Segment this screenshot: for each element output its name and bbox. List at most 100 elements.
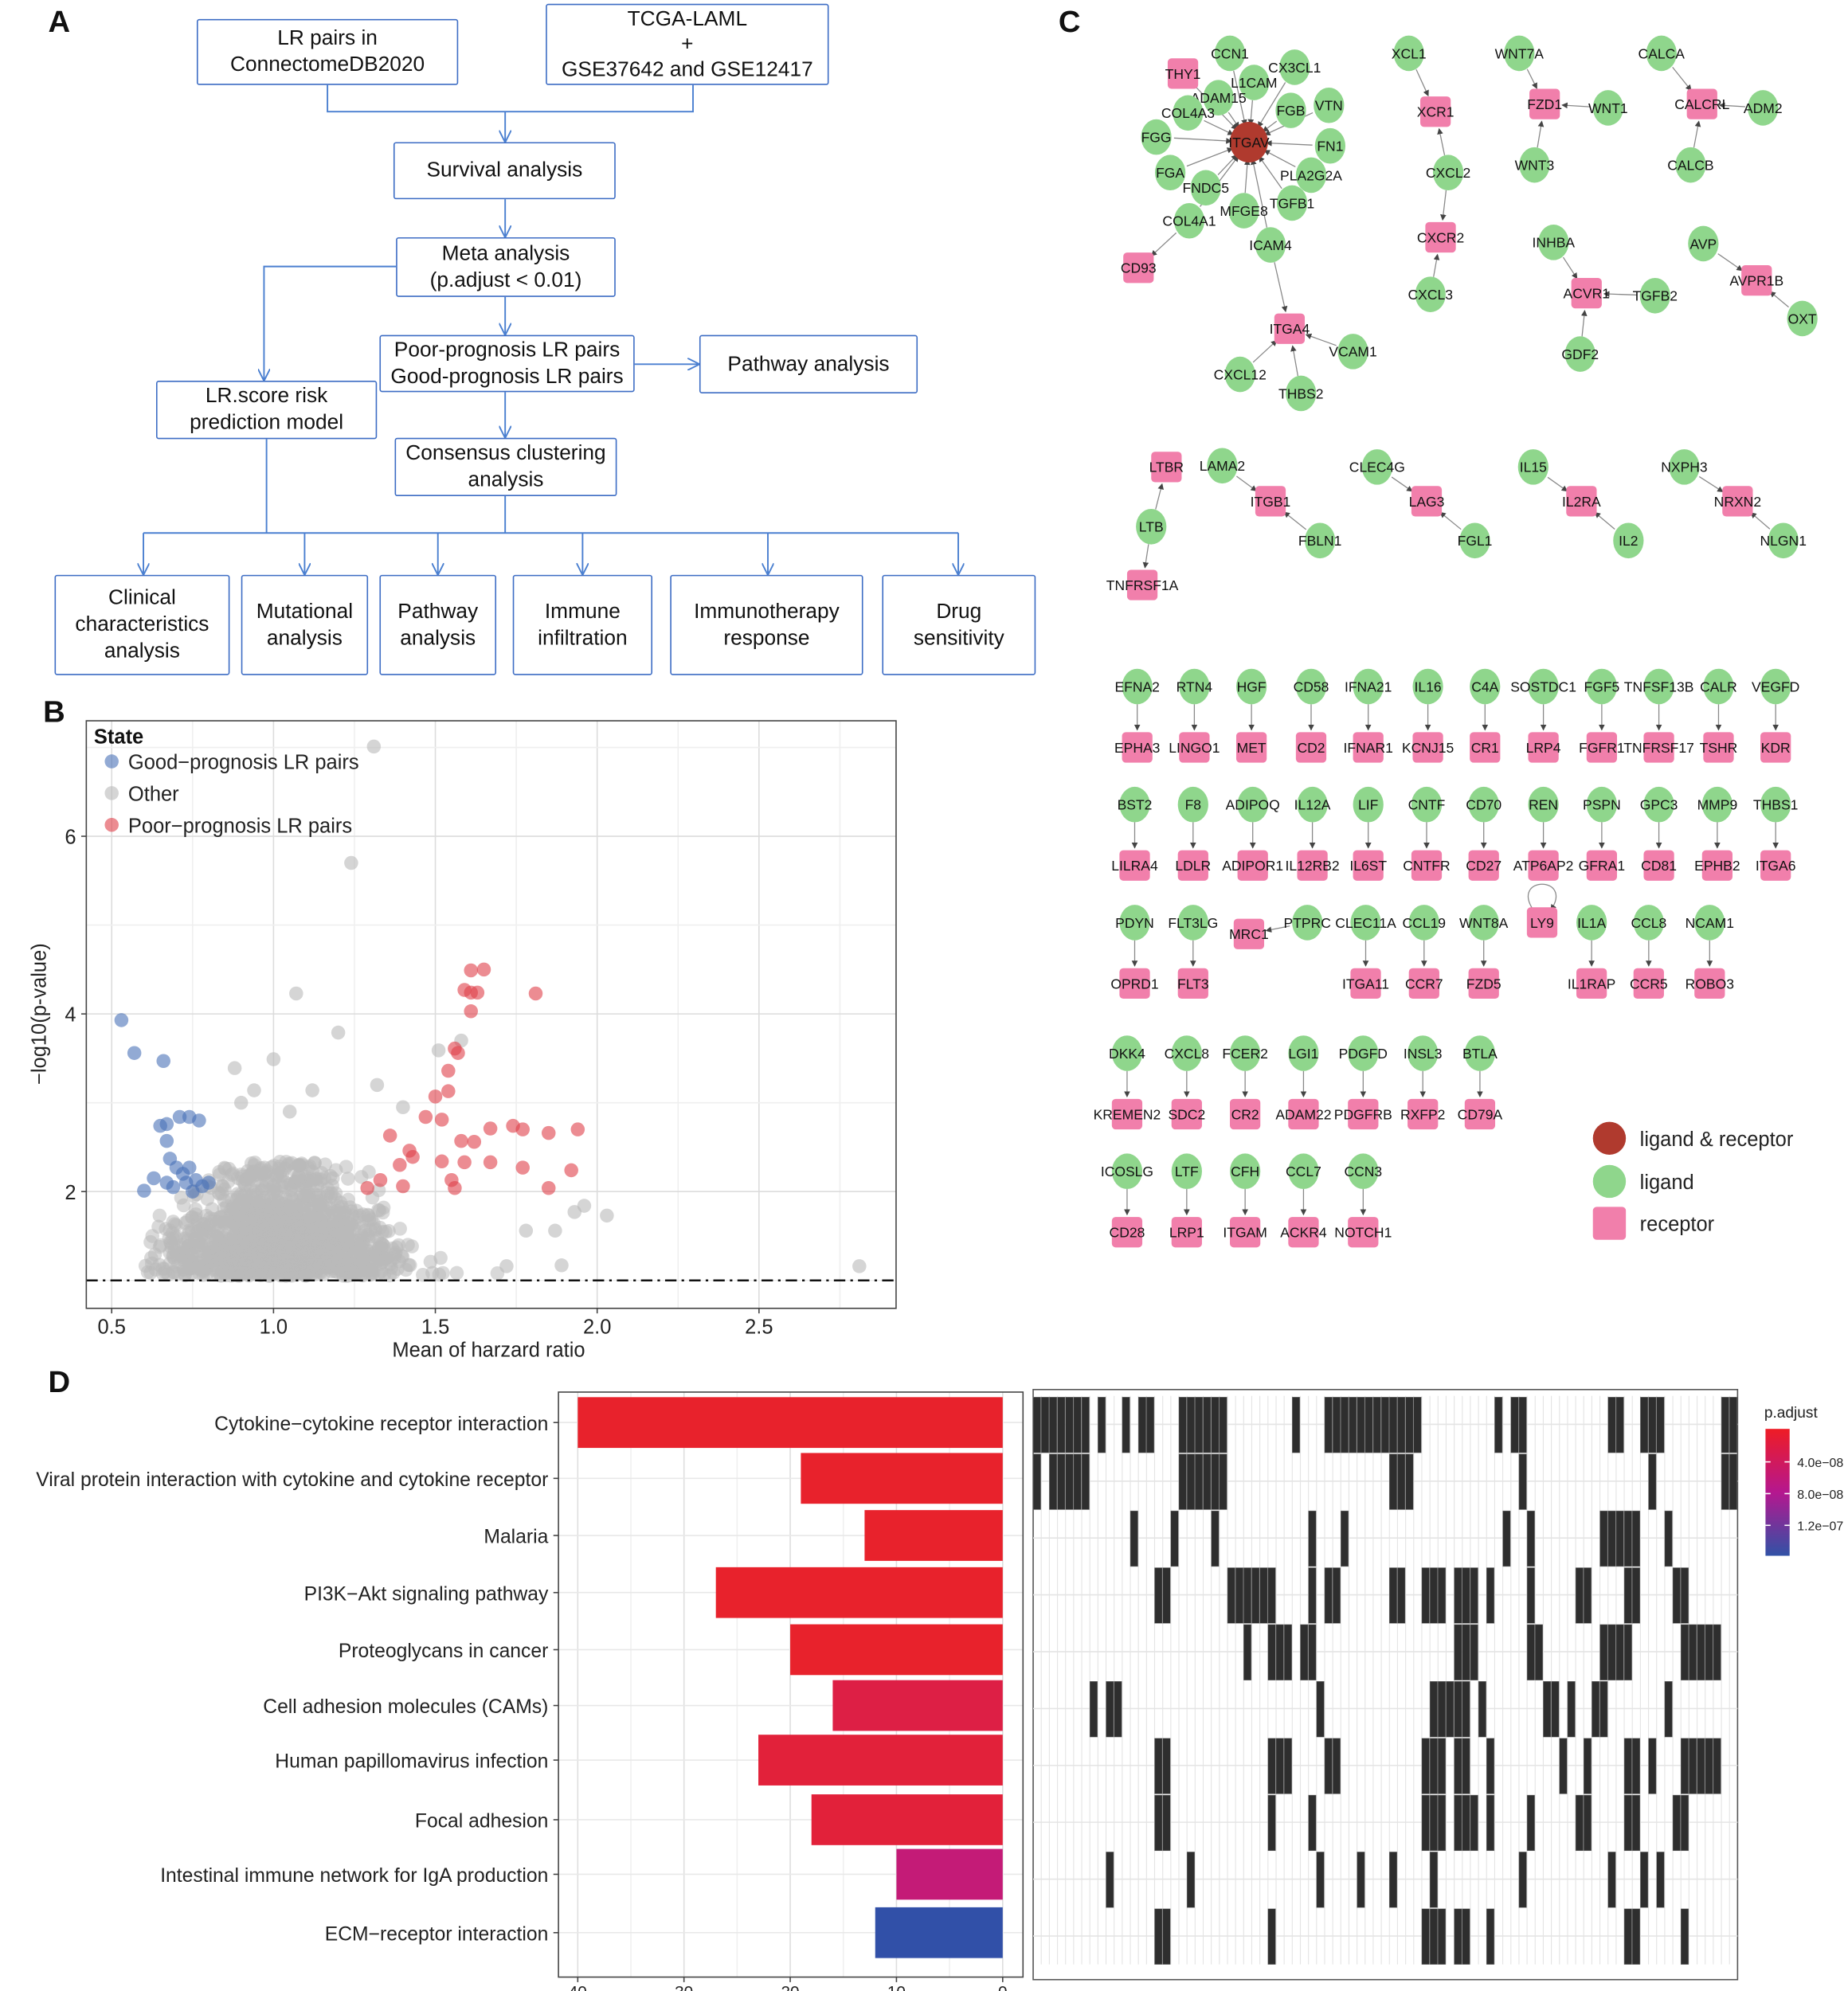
- point-other: [209, 1229, 224, 1244]
- node-label: MMP9: [1697, 797, 1738, 813]
- node-label: FGG: [1141, 129, 1172, 145]
- matrix-cell: [1243, 1624, 1252, 1680]
- matrix-cell: [1713, 1738, 1721, 1794]
- matrix-cell: [1623, 1567, 1632, 1624]
- matrix-cell: [1729, 1453, 1737, 1510]
- matrix-cell: [1656, 1397, 1665, 1453]
- matrix-cell: [1623, 1738, 1632, 1794]
- node-label: ITGA6: [1756, 858, 1796, 874]
- ligand-node: [1119, 786, 1150, 823]
- matrix-cell: [1462, 1908, 1470, 1965]
- matrix-cell: [1462, 1738, 1470, 1794]
- point-good: [159, 1133, 174, 1148]
- matrix-cell: [1267, 1908, 1276, 1965]
- node-label: CXCL2: [1426, 165, 1470, 181]
- matrix-cell: [1454, 1794, 1462, 1852]
- matrix-cell: [1389, 1567, 1398, 1624]
- node-label: THY1: [1165, 66, 1201, 82]
- point-other: [337, 1216, 352, 1231]
- node-label: EPHB2: [1694, 858, 1740, 874]
- ligand-node: [1203, 80, 1234, 116]
- point-other: [360, 1255, 374, 1269]
- matrix-cell: [1438, 1681, 1447, 1738]
- matrix-cell: [1251, 1567, 1260, 1624]
- matrix-cell: [1623, 1908, 1632, 1965]
- matrix-cell: [1429, 1852, 1438, 1908]
- matrix-cell: [1089, 1681, 1098, 1738]
- box-immunotherapy: Immunotherapy response: [670, 574, 863, 675]
- matrix-cell: [1705, 1624, 1713, 1680]
- node-label: WNT3: [1515, 158, 1555, 174]
- receptor-node: [1576, 968, 1607, 999]
- point-other: [339, 1269, 354, 1283]
- colorbar-label: 8.0e−08: [1797, 1488, 1843, 1502]
- gene-matrix-frame: [1032, 1388, 1739, 1981]
- matrix-cell: [1607, 1852, 1616, 1908]
- matrix-cell: [1324, 1397, 1333, 1453]
- node-label: CD27: [1466, 858, 1502, 874]
- ligand-node: [1564, 336, 1595, 372]
- point-other: [244, 1156, 259, 1171]
- ligand-node: [1230, 1035, 1261, 1071]
- point-good: [182, 1160, 197, 1175]
- edge: [1547, 476, 1568, 492]
- point-poor: [448, 1041, 462, 1056]
- point-other: [152, 1208, 167, 1223]
- node-label: IL1A: [1577, 915, 1606, 931]
- matrix-cell: [1389, 1852, 1398, 1908]
- ligand-node: [1748, 90, 1779, 126]
- node-label: TGFB2: [1633, 288, 1678, 304]
- colorbar-label: 1.2e−07: [1797, 1520, 1843, 1534]
- edge: [1437, 127, 1446, 155]
- point-other: [292, 1158, 307, 1172]
- node-label: ROBO3: [1686, 976, 1734, 992]
- matrix-cell: [1073, 1397, 1082, 1453]
- point-other: [291, 1203, 305, 1218]
- ligand-node: [1177, 905, 1208, 941]
- matrix-cell: [1575, 1794, 1584, 1852]
- point-other: [310, 1178, 325, 1193]
- box-survival: Survival analysis: [393, 142, 616, 200]
- panel-label-b: B: [43, 695, 65, 730]
- receptor-node: [1643, 732, 1674, 763]
- matrix-cell: [1332, 1397, 1341, 1453]
- node-label: C4A: [1471, 679, 1498, 694]
- node-label: THBS2: [1278, 385, 1323, 401]
- ligand-node: [1288, 1153, 1319, 1190]
- ligand-node: [1586, 668, 1618, 705]
- node-label: IL12A: [1294, 797, 1331, 813]
- point-good: [137, 1183, 151, 1198]
- receptor-node: [1295, 732, 1327, 763]
- node-label: CALCRL: [1674, 96, 1729, 112]
- matrix-cell: [1137, 1397, 1146, 1453]
- matrix-cell: [1413, 1397, 1422, 1453]
- node-label: EPHA3: [1114, 740, 1160, 756]
- node-label: CD70: [1466, 797, 1502, 813]
- receptor-node: [1528, 732, 1559, 763]
- category-label: Cytokine−cytokine receptor interaction: [214, 1414, 548, 1435]
- matrix-cell: [1526, 1567, 1535, 1624]
- bar: [832, 1680, 1003, 1731]
- matrix-cell: [1584, 1567, 1592, 1624]
- category-label: Focal adhesion: [415, 1811, 548, 1833]
- edge: [1259, 155, 1282, 190]
- matrix-cell: [1389, 1397, 1398, 1453]
- matrix-cell: [1405, 1453, 1414, 1510]
- point-other: [264, 1213, 278, 1228]
- matrix-cell: [1227, 1567, 1235, 1624]
- matrix-cell: [1357, 1397, 1365, 1453]
- receptor-node: [1528, 850, 1559, 881]
- matrix-cell: [1332, 1567, 1341, 1624]
- matrix-cell: [1454, 1738, 1462, 1794]
- point-good: [114, 1013, 129, 1027]
- node-label: PDYN: [1115, 915, 1154, 931]
- point-good: [159, 1117, 174, 1132]
- bar: [896, 1848, 1003, 1900]
- legend-swatch: [1592, 1164, 1627, 1199]
- point-poor: [515, 1122, 531, 1136]
- point-other: [307, 1156, 322, 1171]
- box-pathway-top: Pathway analysis: [699, 334, 918, 393]
- matrix-cell: [1275, 1738, 1284, 1794]
- node-label: GPC3: [1640, 797, 1678, 813]
- matrix-cell: [1154, 1738, 1163, 1794]
